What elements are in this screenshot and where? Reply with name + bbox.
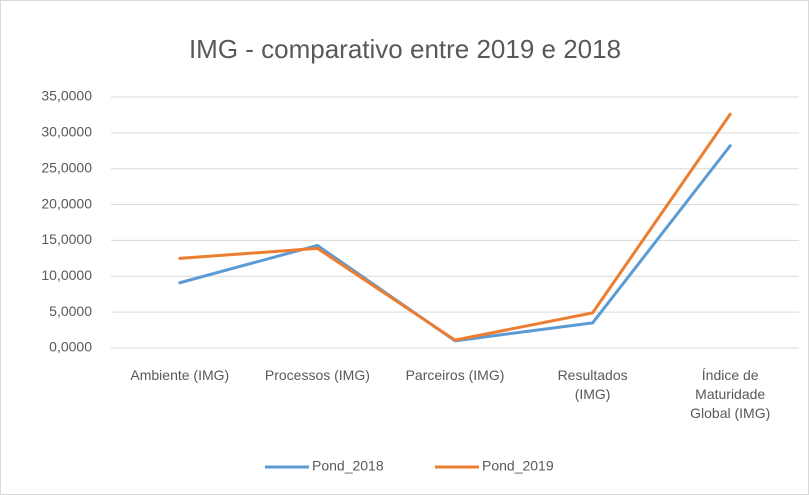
- legend-label: Pond_2019: [482, 458, 554, 474]
- y-tick-label: 0,0000: [49, 339, 92, 355]
- y-tick-label: 25,0000: [41, 159, 92, 175]
- x-tick-label: Ambiente (IMG): [130, 367, 230, 383]
- y-tick-label: 10,0000: [41, 267, 92, 283]
- chart-title: IMG - comparativo entre 2019 e 2018: [189, 34, 621, 64]
- y-tick-label: 15,0000: [41, 231, 92, 247]
- x-tick-label: Parceiros (IMG): [405, 367, 505, 383]
- series-line: [178, 112, 732, 342]
- x-tick-label: Resultados (IMG): [557, 367, 628, 402]
- legend-label: Pond_2018: [312, 458, 384, 474]
- x-tick-label: Índice de Maturidade Global (IMG): [690, 367, 771, 421]
- y-tick-label: 5,0000: [49, 303, 92, 319]
- y-tick-label: 20,0000: [41, 195, 92, 211]
- y-tick-label: 35,0000: [41, 88, 92, 104]
- y-tick-label: 30,0000: [41, 124, 92, 140]
- x-tick-label: Processos (IMG): [264, 367, 370, 383]
